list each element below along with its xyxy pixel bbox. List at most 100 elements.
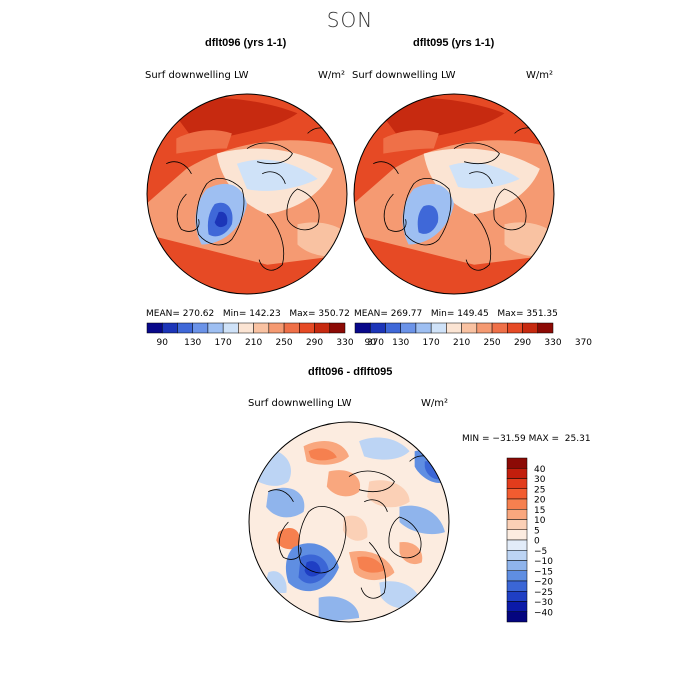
colorbar-tick-label: 15 bbox=[534, 506, 545, 516]
season-title: SON bbox=[326, 8, 374, 32]
panel-2-mean-label: MEAN= bbox=[354, 309, 388, 319]
panel-2-min-value: 149.45 bbox=[457, 309, 489, 319]
colorbar-swatch bbox=[161, 322, 178, 334]
colorbar-swatch bbox=[506, 478, 528, 489]
colorbar-swatch bbox=[385, 322, 401, 334]
colorbar-swatch bbox=[506, 580, 528, 592]
colorbar-tick-label: 250 bbox=[275, 338, 292, 348]
colorbar-swatch bbox=[506, 509, 528, 520]
colorbar-swatch bbox=[506, 539, 528, 551]
colorbar-swatch bbox=[507, 322, 523, 334]
colorbar-swatch bbox=[430, 322, 447, 334]
field-greenland-cold bbox=[417, 205, 439, 234]
colorbar-swatch bbox=[506, 519, 528, 530]
colorbar-swatch bbox=[299, 322, 315, 334]
colorbar-tick-label: 210 bbox=[245, 338, 262, 348]
colorbar-tick-label: 370 bbox=[575, 338, 592, 348]
panel-1-title: dflt096 (yrs 1-1) bbox=[205, 37, 287, 49]
colorbar-swatch bbox=[506, 488, 528, 500]
panel-1-mean-label: MEAN= bbox=[146, 309, 180, 319]
colorbar-swatch bbox=[522, 322, 539, 334]
colorbar-swatch bbox=[238, 322, 254, 334]
colorbar-swatch bbox=[506, 468, 528, 479]
panel-2-variable: Surf downwelling LW bbox=[352, 70, 456, 81]
panel-1-min-value: 142.23 bbox=[249, 309, 281, 319]
colorbar-swatch bbox=[506, 529, 528, 541]
panel-2-stats: MEAN= 269.77 Min= 149.45 Max= 351.35 bbox=[354, 309, 558, 319]
coastlines bbox=[268, 455, 441, 599]
colorbar-tick-label: −20 bbox=[534, 578, 553, 588]
colorbar-swatch bbox=[537, 322, 554, 334]
coastlines bbox=[166, 127, 339, 271]
panel-1-units: W/m² bbox=[318, 70, 346, 81]
panel-1-stats: MEAN= 270.62 Min= 142.23 Max= 350.72 bbox=[146, 309, 350, 319]
colorbar-swatch bbox=[506, 591, 528, 602]
panel-2-max-label: Max= bbox=[497, 309, 524, 319]
colorbar-tick-label: 250 bbox=[483, 338, 500, 348]
coastlines bbox=[373, 127, 546, 271]
colorbar-tick-label: 0 bbox=[534, 537, 540, 547]
colorbar-tick-label: 20 bbox=[534, 496, 546, 506]
panel-1-max-label: Max= bbox=[289, 309, 316, 319]
colorbar-swatch bbox=[329, 322, 346, 334]
panel-2-max-value: 351.35 bbox=[526, 309, 558, 319]
map-border bbox=[146, 93, 348, 295]
colorbar-swatch bbox=[476, 322, 493, 334]
panel-2-title: dflt095 (yrs 1-1) bbox=[413, 37, 495, 49]
colorbar-swatch bbox=[506, 601, 528, 612]
panel-2-mean-value: 269.77 bbox=[390, 309, 423, 319]
colorbar-tick-label: 170 bbox=[423, 338, 440, 348]
colorbar-swatch bbox=[506, 611, 528, 623]
colorbar-swatch bbox=[354, 322, 371, 334]
colorbar-swatch bbox=[415, 322, 432, 334]
colorbar-swatch bbox=[314, 322, 331, 334]
colorbar-tick-label: −5 bbox=[534, 547, 547, 557]
colorbar-swatch bbox=[446, 322, 462, 334]
colorbar-tick-label: 130 bbox=[184, 338, 201, 348]
diff-units: W/m² bbox=[421, 398, 449, 409]
colorbar-swatch bbox=[146, 322, 163, 334]
field-warm-patch bbox=[176, 130, 232, 154]
colorbar-swatch bbox=[369, 322, 386, 334]
diff-variable: Surf downwelling LW bbox=[248, 398, 352, 409]
colorbar-swatch bbox=[400, 322, 417, 334]
panel-2-min-label: Min= bbox=[430, 309, 455, 319]
panel-2-polar-map bbox=[353, 93, 555, 295]
diff-title: dflt096 - dflft095 bbox=[308, 366, 393, 378]
colorbar-tick-label: 10 bbox=[534, 516, 546, 526]
colorbar-tick-label: 330 bbox=[544, 338, 561, 348]
panel-1-max-value: 350.72 bbox=[318, 309, 350, 319]
colorbar-tick-label: 90 bbox=[157, 338, 169, 348]
colorbar-swatch bbox=[506, 457, 528, 469]
colorbar-swatch bbox=[506, 498, 528, 510]
colorbar-tick-label: 370 bbox=[367, 338, 384, 348]
colorbar-tick-label: 90 bbox=[365, 338, 377, 348]
colorbar-swatch bbox=[222, 322, 239, 334]
colorbar-tick-label: −40 bbox=[534, 608, 553, 618]
colorbar-tick-label: −15 bbox=[534, 567, 553, 577]
colorbar-tick-label: 330 bbox=[336, 338, 353, 348]
colorbar-swatch bbox=[192, 322, 209, 334]
colorbar-swatch bbox=[268, 322, 285, 334]
field-arctic-cool bbox=[236, 159, 318, 191]
colorbar-tick-label: 30 bbox=[534, 475, 546, 485]
panel-2-units: W/m² bbox=[526, 70, 554, 81]
colorbar-tick-label: 210 bbox=[453, 338, 470, 348]
colorbar-tick-label: −10 bbox=[534, 557, 553, 567]
colorbar-swatch bbox=[506, 550, 528, 561]
colorbar-tick-label: 290 bbox=[306, 338, 323, 348]
field-arctic-cool bbox=[448, 162, 520, 189]
panel-2-colorbar: 90 130 170 210 250 290 330 370 bbox=[354, 322, 592, 348]
colorbar-swatch bbox=[491, 322, 508, 334]
panel-1-mean-value: 270.62 bbox=[182, 309, 215, 319]
colorbar-swatch bbox=[207, 322, 224, 334]
colorbar-tick-label: 170 bbox=[215, 338, 232, 348]
colorbar-swatch bbox=[461, 322, 478, 334]
colorbar-tick-label: −30 bbox=[534, 598, 553, 608]
colorbar-tick-label: 130 bbox=[392, 338, 409, 348]
colorbar-swatch bbox=[177, 322, 193, 334]
colorbar-tick-label: 5 bbox=[534, 526, 540, 536]
panel-1-min-label: Min= bbox=[222, 309, 247, 319]
field-greenland-coldest bbox=[214, 211, 228, 228]
